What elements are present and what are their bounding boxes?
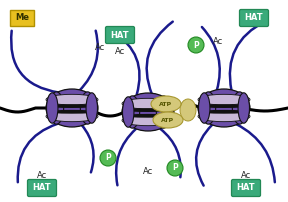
Ellipse shape [47, 93, 58, 123]
Ellipse shape [122, 97, 134, 127]
FancyBboxPatch shape [10, 10, 34, 26]
Ellipse shape [122, 98, 174, 109]
Text: P: P [172, 163, 178, 173]
Text: HAT: HAT [33, 183, 51, 193]
Ellipse shape [122, 93, 174, 131]
Ellipse shape [46, 104, 98, 108]
Circle shape [167, 160, 183, 176]
Ellipse shape [153, 112, 183, 128]
Text: HAT: HAT [237, 183, 255, 193]
Text: Ac: Ac [241, 170, 251, 180]
Ellipse shape [198, 89, 250, 127]
Ellipse shape [198, 94, 250, 105]
Ellipse shape [122, 115, 174, 126]
Text: ATP: ATP [160, 101, 173, 106]
Text: P: P [105, 154, 111, 162]
Ellipse shape [122, 114, 174, 118]
Ellipse shape [49, 92, 64, 124]
Ellipse shape [80, 92, 95, 124]
FancyBboxPatch shape [27, 180, 56, 197]
Ellipse shape [156, 96, 171, 128]
FancyBboxPatch shape [232, 180, 261, 197]
Ellipse shape [198, 110, 250, 114]
Ellipse shape [198, 111, 250, 122]
Text: HAT: HAT [245, 14, 263, 22]
Ellipse shape [198, 93, 210, 123]
Text: HAT: HAT [111, 31, 129, 40]
Text: Ac: Ac [37, 170, 47, 180]
Ellipse shape [46, 89, 98, 127]
Text: ATP: ATP [162, 118, 175, 122]
Ellipse shape [122, 108, 174, 112]
FancyBboxPatch shape [105, 26, 134, 43]
Ellipse shape [46, 94, 98, 105]
Ellipse shape [180, 99, 196, 121]
Text: Ac: Ac [115, 47, 125, 57]
Ellipse shape [125, 96, 140, 128]
Text: Ac: Ac [213, 38, 223, 46]
Ellipse shape [201, 92, 216, 124]
Ellipse shape [86, 93, 97, 123]
Text: Ac: Ac [95, 43, 105, 53]
Text: Me: Me [15, 14, 29, 22]
Ellipse shape [232, 92, 247, 124]
Circle shape [100, 150, 116, 166]
Circle shape [188, 37, 204, 53]
Text: Ac: Ac [143, 167, 153, 177]
Ellipse shape [238, 93, 249, 123]
Ellipse shape [198, 104, 250, 108]
Ellipse shape [151, 96, 181, 112]
Ellipse shape [46, 111, 98, 122]
Ellipse shape [162, 97, 173, 127]
Ellipse shape [46, 110, 98, 114]
FancyBboxPatch shape [240, 9, 268, 26]
Text: P: P [193, 40, 199, 49]
